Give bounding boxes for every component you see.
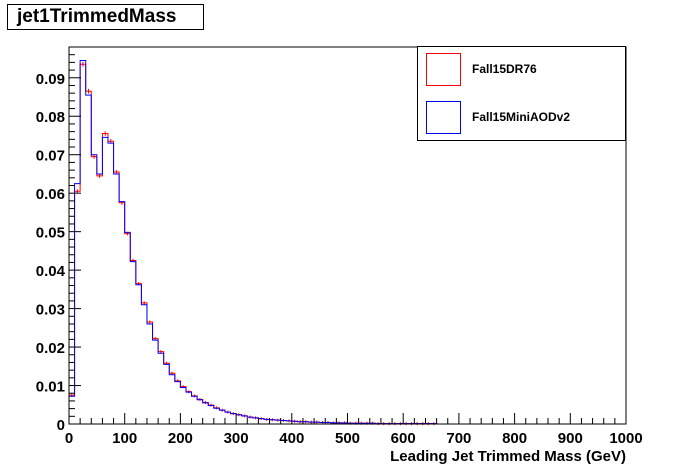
y-tick-label: 0.07 bbox=[36, 148, 65, 165]
x-tick-label: 700 bbox=[446, 430, 471, 447]
y-tick-label: 0.04 bbox=[36, 263, 66, 280]
y-tick-label: 0.09 bbox=[36, 71, 65, 88]
legend-label: Fall15MiniAODv2 bbox=[472, 110, 571, 124]
x-tick-label: 600 bbox=[391, 430, 416, 447]
y-tick-label: 0.05 bbox=[36, 225, 65, 242]
x-tick-label: 300 bbox=[224, 430, 249, 447]
legend-label: Fall15DR76 bbox=[472, 62, 537, 76]
y-tick-label: 0.06 bbox=[36, 186, 65, 203]
x-tick-label: 0 bbox=[65, 430, 73, 447]
y-tick-label: 0 bbox=[57, 417, 65, 434]
y-tick-label: 0.02 bbox=[36, 340, 65, 357]
chart-title: jet1TrimmedMass bbox=[7, 4, 204, 30]
y-tick-label: 0.03 bbox=[36, 302, 65, 319]
x-tick-label: 400 bbox=[279, 430, 304, 447]
legend-item-fall15dr76: Fall15DR76 bbox=[426, 53, 616, 87]
y-tick-label: 0.08 bbox=[36, 109, 65, 126]
x-tick-label: 200 bbox=[168, 430, 193, 447]
legend: Fall15DR76 Fall15MiniAODv2 bbox=[417, 46, 626, 141]
y-tick-label: 0.01 bbox=[36, 379, 65, 396]
x-tick-label: 100 bbox=[112, 430, 137, 447]
x-tick-label: 1000 bbox=[609, 430, 642, 447]
legend-item-fall15miniaodv2: Fall15MiniAODv2 bbox=[426, 101, 616, 135]
x-axis-label: Leading Jet Trimmed Mass (GeV) bbox=[390, 448, 626, 465]
x-tick-label: 800 bbox=[502, 430, 527, 447]
axis-layer: 0 100 200 300 400 500 600 700 800 900 1000 0 0.01 0.0… bbox=[36, 46, 643, 447]
legend-swatch-blue bbox=[426, 101, 461, 134]
x-tick-label: 500 bbox=[335, 430, 360, 447]
legend-swatch-red bbox=[426, 53, 461, 86]
x-tick-label: 900 bbox=[558, 430, 583, 447]
